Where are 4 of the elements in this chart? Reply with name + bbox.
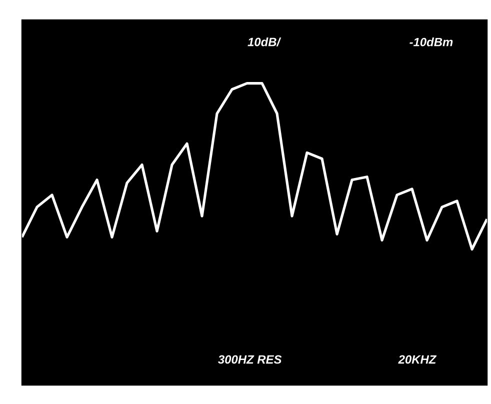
text: 10dB/ — [248, 37, 282, 46]
text: -10dBm — [410, 38, 453, 46]
annotation: 20KHZ — [398, 355, 437, 364]
annotation: 300HZ RES — [218, 355, 282, 364]
